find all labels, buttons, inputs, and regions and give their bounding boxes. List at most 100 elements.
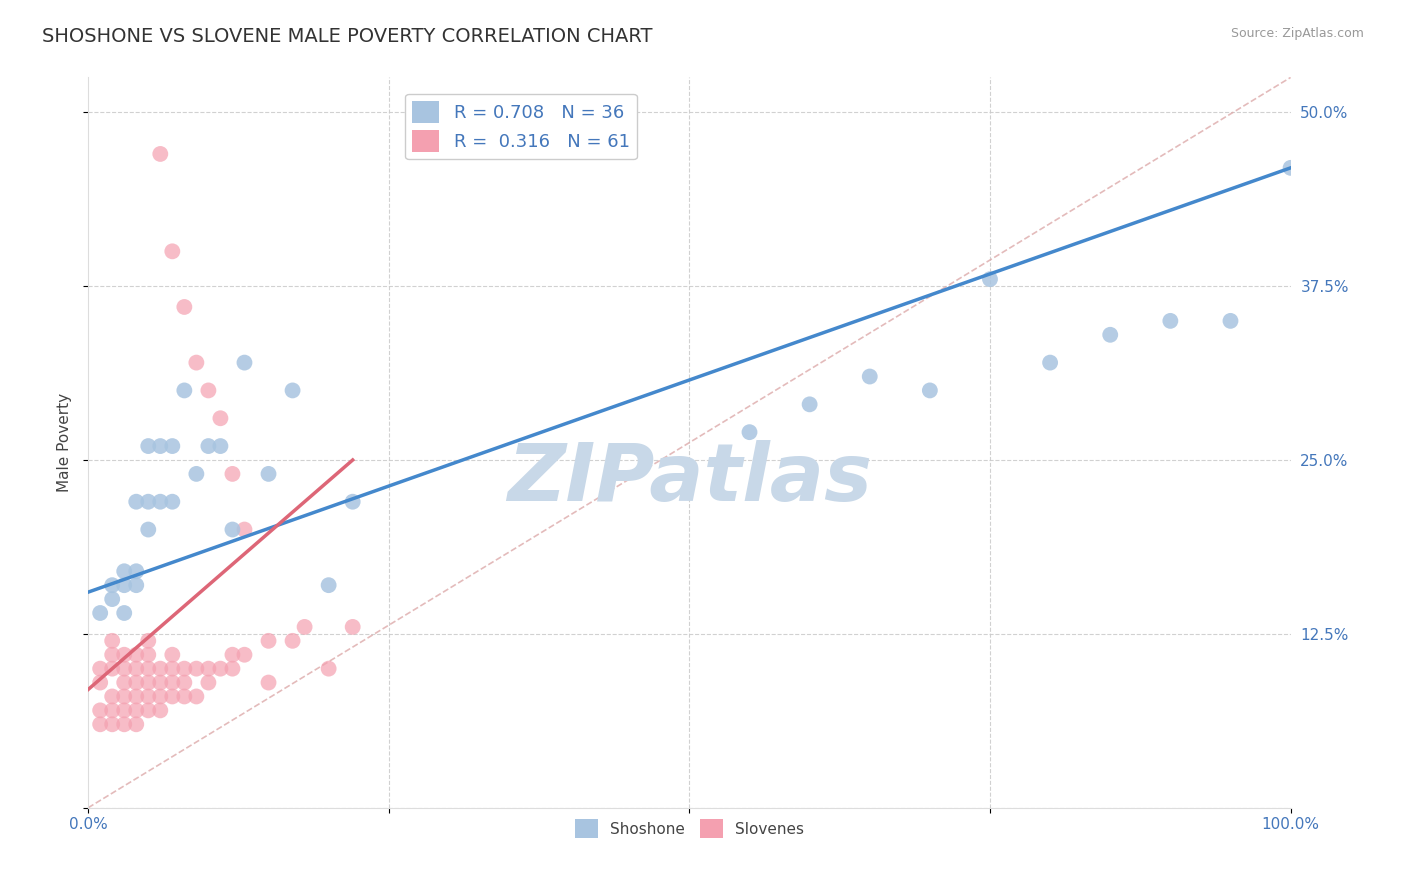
Point (136, 648, 159, 662)
Point (112, 675, 135, 690)
Point (209, 411, 232, 425)
Point (162, 494, 184, 508)
Point (112, 648, 135, 662)
Point (101, 633, 124, 648)
Point (125, 564, 148, 578)
Point (125, 578, 148, 592)
Point (89, 703, 111, 717)
Point (125, 494, 148, 508)
Point (162, 675, 184, 690)
Point (101, 578, 124, 592)
Text: ZIPatlas: ZIPatlas (508, 440, 872, 518)
Point (136, 523, 159, 537)
Point (101, 648, 124, 662)
Point (162, 662, 184, 676)
Point (162, 648, 184, 662)
Y-axis label: Male Poverty: Male Poverty (58, 393, 72, 492)
Point (125, 675, 148, 690)
Point (281, 384, 304, 398)
Point (149, 439, 172, 453)
Point (162, 690, 184, 704)
Point (1099, 327, 1122, 342)
Point (112, 717, 135, 731)
Point (799, 397, 821, 411)
Point (101, 592, 124, 607)
Point (197, 675, 219, 690)
Point (136, 439, 159, 453)
Point (136, 494, 159, 508)
Point (318, 578, 340, 592)
Legend: Shoshone, Slovenes: Shoshone, Slovenes (568, 814, 810, 844)
Point (209, 662, 232, 676)
Point (125, 717, 148, 731)
Point (233, 648, 256, 662)
Text: Source: ZipAtlas.com: Source: ZipAtlas.com (1230, 27, 1364, 40)
Point (136, 675, 159, 690)
Point (342, 494, 364, 508)
Point (112, 606, 135, 620)
Point (186, 356, 208, 370)
Point (221, 467, 243, 481)
Point (125, 703, 148, 717)
Point (233, 356, 256, 370)
Point (186, 662, 208, 676)
Point (173, 675, 195, 690)
Point (101, 690, 124, 704)
Point (136, 633, 159, 648)
Point (221, 648, 243, 662)
Point (101, 662, 124, 676)
Point (136, 690, 159, 704)
Point (112, 662, 135, 676)
Point (738, 425, 761, 439)
Point (281, 633, 304, 648)
Point (233, 523, 256, 537)
Point (112, 564, 135, 578)
Point (197, 662, 219, 676)
Point (197, 439, 219, 453)
Point (162, 244, 184, 259)
Point (1159, 314, 1181, 328)
Point (89, 717, 111, 731)
Point (294, 620, 316, 634)
Point (112, 690, 135, 704)
Point (101, 703, 124, 717)
Point (257, 467, 280, 481)
Point (125, 648, 148, 662)
Point (257, 633, 280, 648)
Point (173, 662, 195, 676)
Point (186, 690, 208, 704)
Point (342, 620, 364, 634)
Point (149, 147, 172, 161)
Point (221, 523, 243, 537)
Point (173, 384, 195, 398)
Point (209, 439, 232, 453)
Point (101, 717, 124, 731)
Point (173, 300, 195, 314)
Point (197, 384, 219, 398)
Point (257, 675, 280, 690)
Point (318, 662, 340, 676)
Text: SHOSHONE VS SLOVENE MALE POVERTY CORRELATION CHART: SHOSHONE VS SLOVENE MALE POVERTY CORRELA… (42, 27, 652, 45)
Point (89, 606, 111, 620)
Point (149, 703, 172, 717)
Point (186, 467, 208, 481)
Point (162, 439, 184, 453)
Point (1219, 314, 1241, 328)
Point (125, 662, 148, 676)
Point (221, 662, 243, 676)
Point (89, 675, 111, 690)
Point (149, 675, 172, 690)
Point (918, 384, 941, 398)
Point (1039, 356, 1062, 370)
Point (979, 272, 1001, 286)
Point (859, 369, 882, 384)
Point (149, 662, 172, 676)
Point (173, 690, 195, 704)
Point (149, 690, 172, 704)
Point (1279, 161, 1302, 175)
Point (149, 494, 172, 508)
Point (125, 690, 148, 704)
Point (136, 703, 159, 717)
Point (136, 662, 159, 676)
Point (89, 662, 111, 676)
